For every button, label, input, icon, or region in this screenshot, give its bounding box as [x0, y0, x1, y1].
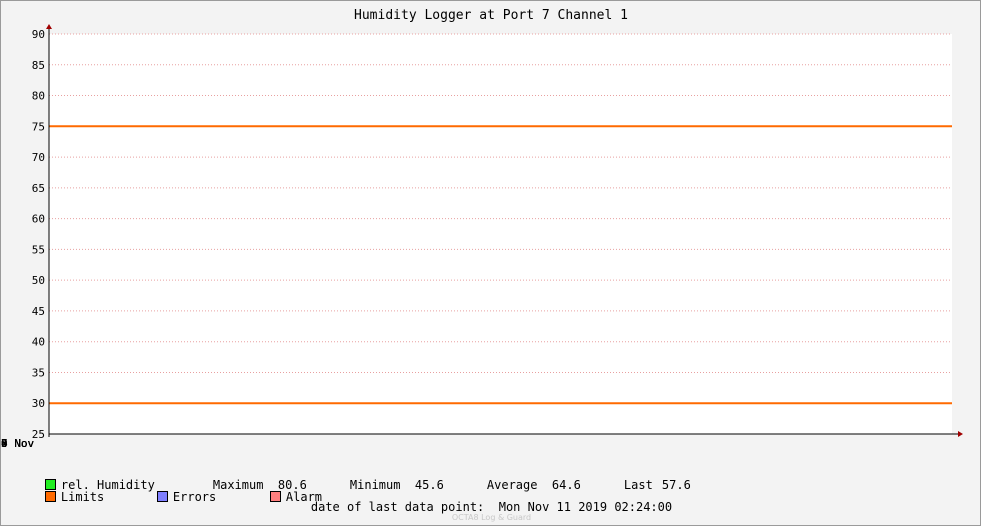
- minimum-value: 45.6: [414, 478, 444, 492]
- grid: [49, 33, 952, 435]
- watermark: OCTA8 Log & Guard: [451, 513, 532, 522]
- x-tick-labels: Mon 04 NovTue 05 NovWed 06 NovThu 07 Nov…: [1, 437, 34, 450]
- alarm-swatch: [269, 491, 281, 502]
- x-tick-label: Thu 07 Nov: [1, 437, 34, 450]
- average-label: Average: [486, 478, 538, 492]
- average-value: 64.6: [551, 478, 581, 492]
- x-tick-label: Wed 06 Nov: [1, 437, 34, 450]
- limits-swatch: [44, 491, 56, 502]
- minimum-label: Minimum: [349, 478, 401, 492]
- x-tick-label: Sun 10 Nov: [1, 437, 34, 450]
- maximum-value: 80.6: [277, 478, 307, 492]
- y-tick-label: 45: [32, 305, 45, 318]
- date-value: Mon Nov 11 2019 02:24:00: [498, 500, 673, 514]
- y-tick-label: 25: [32, 428, 45, 441]
- y-tick-label: 90: [32, 28, 45, 41]
- y-tick-label: 50: [32, 274, 45, 287]
- legend-errors-label: Errors: [172, 490, 217, 504]
- x-tick-label: Tue 05 Nov: [1, 437, 34, 450]
- y-tick-labels: 25 30 35 40 45 50 55 60 65 70 75 80 85 90: [32, 28, 45, 441]
- y-tick-label: 65: [32, 182, 45, 195]
- y-tick-label: 70: [32, 151, 45, 164]
- last-label: Last: [623, 478, 653, 492]
- errors-swatch: [156, 491, 168, 502]
- plot-area: [49, 34, 952, 434]
- y-tick-label: 75: [32, 120, 45, 133]
- date-label: date of last data point:: [310, 500, 485, 514]
- legend-row-1: rel. Humidity Maximum 80.6 Minimum 45.6 Avera…: [16, 464, 691, 506]
- axes: [46, 24, 963, 437]
- x-axis-arrow: [958, 431, 963, 437]
- legend-limits-label: Limits: [60, 490, 105, 504]
- footer-date: date of last data point: Mon Nov 11 2019…: [1, 500, 981, 514]
- chart-title: Humidity Logger at Port 7 Channel 1: [354, 8, 628, 23]
- humidity-swatch: [44, 479, 56, 490]
- y-axis-arrow: [46, 24, 52, 29]
- x-tick-label: Sat 09 Nov: [1, 437, 34, 450]
- y-tick-label: 55: [32, 243, 45, 256]
- y-tick-label: 35: [32, 366, 45, 379]
- limit-lines: [49, 125, 952, 405]
- legend-alarm-label: Alarm: [285, 490, 323, 504]
- x-tick-label: Fri 08 Nov: [1, 437, 34, 450]
- y-tick-label: 30: [32, 397, 45, 410]
- last-value: 57.6: [661, 478, 691, 492]
- maximum-label: Maximum: [212, 478, 264, 492]
- legend-humidity-label: rel. Humidity: [60, 478, 155, 492]
- legend-row-2: Limits Errors Alarm: [16, 476, 322, 518]
- y-tick-label: 40: [32, 336, 45, 349]
- y-tick-label: 85: [32, 59, 45, 72]
- y-tick-label: 80: [32, 90, 45, 103]
- y-tick-label: 60: [32, 213, 45, 226]
- x-tick-label: Mon 04 Nov: [1, 437, 34, 450]
